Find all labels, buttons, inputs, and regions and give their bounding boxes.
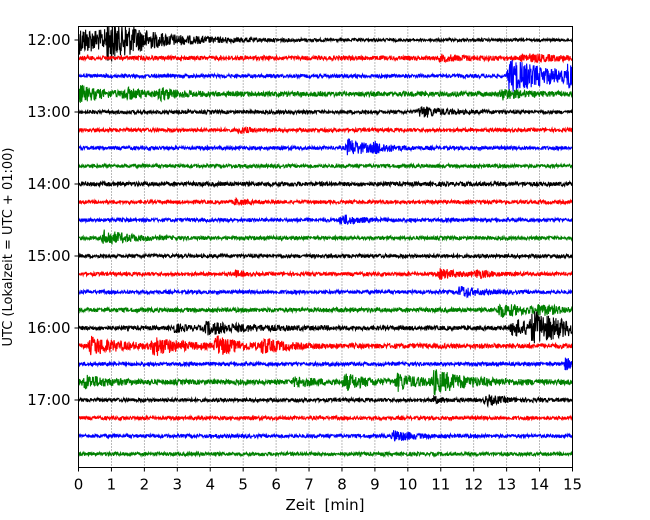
- y-tick-label: 16:00: [27, 319, 70, 337]
- y-axis: 12:00 13:00 14:00 15:00 16:00 17:00: [27, 31, 79, 409]
- x-tick-label: 0: [74, 476, 84, 494]
- trace-1530: [78, 286, 574, 299]
- trace-1430: [78, 214, 574, 226]
- x-tick-label: 12: [464, 476, 483, 494]
- x-tick-label: 15: [563, 476, 582, 494]
- trace-1645: [78, 369, 574, 396]
- x-tick-label: 3: [173, 476, 183, 494]
- trace-1515: [77, 268, 574, 281]
- trace-1700: [78, 394, 574, 409]
- x-axis: 0 1 2 3 4 5 6 7 8 9 10 11 12 13 14 15: [74, 467, 582, 494]
- trace-1445: [77, 229, 574, 245]
- trace-1730: [77, 430, 574, 442]
- x-tick-label: 1: [107, 476, 117, 494]
- x-tick-label: 2: [140, 476, 150, 494]
- y-tick-label: 14:00: [27, 175, 70, 193]
- y-tick-label: 13:00: [27, 103, 70, 121]
- y-tick-label: 17:00: [27, 391, 70, 409]
- trace-1200: [77, 26, 573, 62]
- x-tick-label: 6: [271, 476, 281, 494]
- x-tick-label: 9: [370, 476, 380, 494]
- x-tick-label: 8: [337, 476, 347, 494]
- trace-1415: [77, 196, 574, 207]
- trace-1545: [77, 303, 574, 318]
- y-tick-label: 12:00: [27, 31, 70, 49]
- x-tick-label: 10: [398, 476, 417, 494]
- trace-1215: [77, 53, 573, 64]
- x-tick-label: 4: [205, 476, 215, 494]
- x-tick-label: 7: [304, 476, 314, 494]
- trace-1600: [78, 311, 573, 344]
- x-tick-label: 11: [431, 476, 450, 494]
- trace-1500: [77, 252, 573, 260]
- trace-1245: [77, 84, 573, 103]
- y-axis-label: UTC (Lokalzeit = UTC + 01:00): [1, 148, 16, 347]
- trace-1745: [77, 450, 574, 458]
- trace-1315: [77, 125, 573, 135]
- x-tick-label: 13: [497, 476, 516, 494]
- trace-1230: [78, 59, 574, 92]
- trace-1715: [77, 414, 573, 422]
- trace-1615: [77, 335, 573, 356]
- trace-1345: [77, 162, 574, 170]
- x-tick-label: 5: [238, 476, 248, 494]
- trace-1630: [77, 357, 574, 371]
- x-tick-label: 14: [530, 476, 549, 494]
- trace-1330: [77, 138, 574, 156]
- seismic-traces: [77, 26, 574, 458]
- trace-1400: [77, 179, 574, 189]
- plot-frame: [78, 26, 573, 468]
- x-axis-label: Zeit [min]: [285, 496, 364, 514]
- trace-1300: [77, 106, 574, 118]
- y-tick-label: 15:00: [27, 247, 70, 265]
